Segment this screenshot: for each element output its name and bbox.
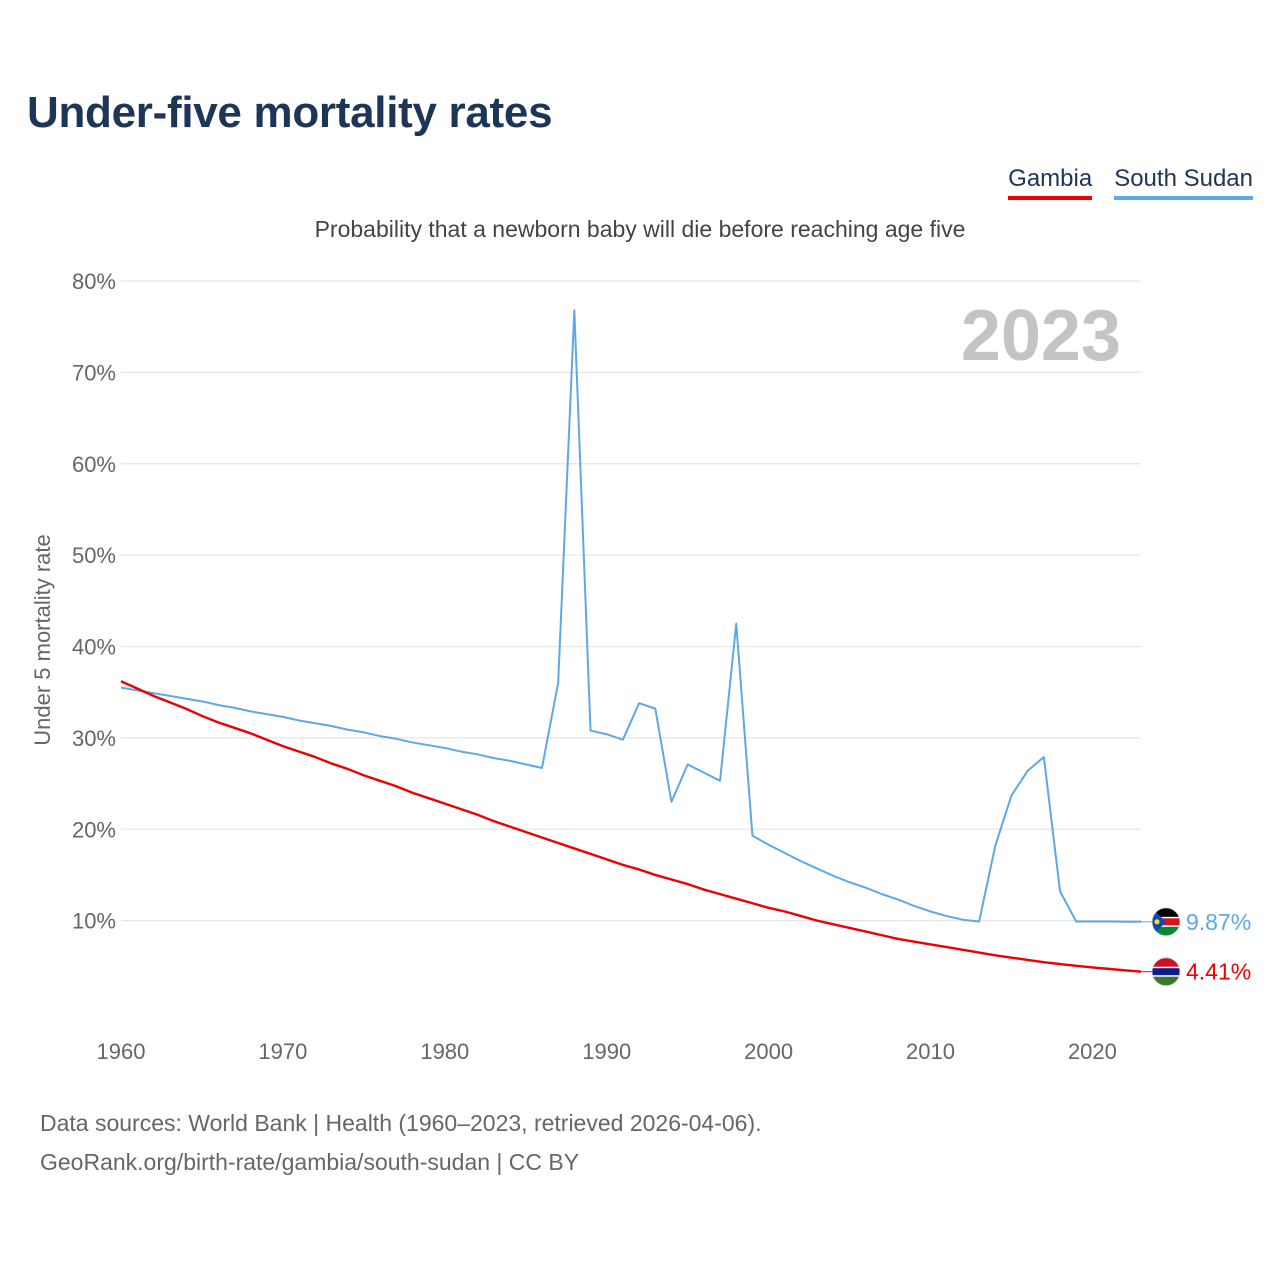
y-tick-label: 70% [72,360,116,385]
y-tick-label: 80% [72,269,116,294]
y-axis-ticks: 10% 20% 30% 40% 50% 60% 70% 80% [72,269,116,934]
y-tick-label: 40% [72,635,116,660]
y-tick-label: 60% [72,452,116,477]
x-tick-label: 2010 [906,1039,955,1064]
x-tick-label: 1970 [258,1039,307,1064]
y-axis-label: Under 5 mortality rate [30,534,55,746]
flag-icon-south-sudan [1151,907,1181,937]
y-tick-label: 10% [72,909,116,934]
series-layer [120,309,1142,973]
year-watermark: 2023 [961,296,1121,376]
footer: Data sources: World Bank | Health (1960–… [40,1104,762,1182]
x-axis-ticks: 1960 1970 1980 1990 2000 2010 2020 [97,1039,1117,1064]
y-tick-label: 20% [72,817,116,842]
legend-item-south-sudan[interactable]: South Sudan [1114,164,1253,200]
x-tick-label: 1990 [582,1039,631,1064]
x-tick-label: 1980 [420,1039,469,1064]
chart-legend: Gambia South Sudan [1008,164,1253,200]
end-value-label-south-sudan: 9.87% [1186,909,1251,935]
grid-lines [121,280,1141,922]
page-title: Under-five mortality rates [27,88,553,137]
flag-icon-gambia [1151,957,1181,987]
chart-subtitle: Probability that a newborn baby will die… [314,216,966,242]
end-markers: 4.41% 9.87% [1141,907,1251,987]
end-value-label-gambia: 4.41% [1186,959,1251,985]
x-tick-label: 1960 [97,1039,146,1064]
x-tick-label: 2020 [1068,1039,1117,1064]
footer-sources: Data sources: World Bank | Health (1960–… [40,1110,762,1136]
footer-attribution[interactable]: GeoRank.org/birth-rate/gambia/south-suda… [40,1149,580,1175]
series-line-gambia[interactable] [120,680,1142,973]
y-tick-label: 30% [72,726,116,751]
line-chart: 10% 20% 30% 40% 50% 60% 70% 80% 1960 1970 1980 199… [30,269,1251,1064]
series-line-south-sudan[interactable] [120,309,1141,923]
x-tick-label: 2000 [744,1039,793,1064]
legend-item-gambia[interactable]: Gambia [1008,164,1093,200]
y-tick-label: 50% [72,543,116,568]
